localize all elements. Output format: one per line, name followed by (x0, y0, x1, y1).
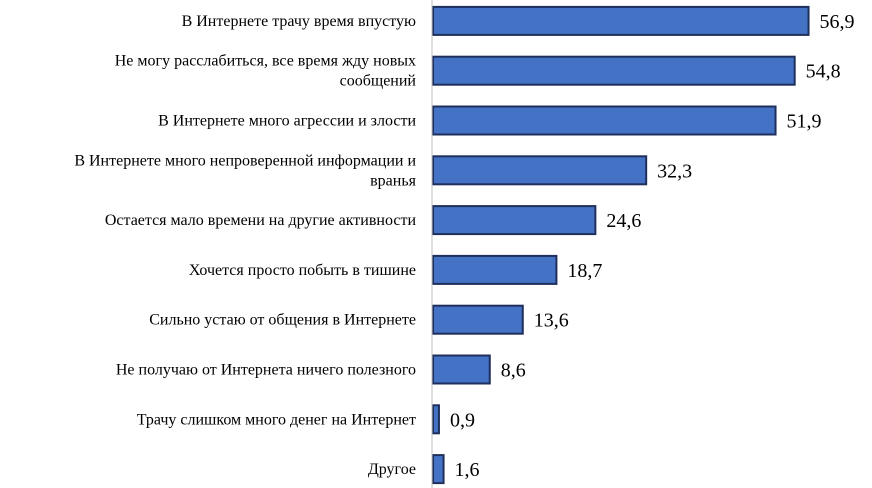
value-label: 56,9 (820, 11, 855, 33)
category-label: Хочется просто побыть в тишине (189, 262, 416, 279)
value-label: 32,3 (657, 160, 692, 182)
value-labels-group: 56,9 54,8 51,9 32,3 24,6 18,7 13,6 8,6 0,9 1,6 (450, 11, 855, 481)
bar (432, 5, 810, 36)
value-label: 24,6 (606, 210, 641, 232)
category-label: Сильно устаю от общения в Интернете (149, 312, 416, 329)
category-label: В Интернете много непроверенной информац… (74, 152, 416, 189)
bar (432, 404, 440, 435)
bar (432, 304, 524, 335)
category-label: В Интернете трачу время впустую (182, 13, 416, 30)
category-label: Другое (368, 461, 416, 478)
category-label: Остается мало времени на другие активнос… (105, 212, 417, 229)
bars-group (432, 5, 810, 485)
value-label: 13,6 (534, 310, 569, 332)
bar (432, 454, 445, 485)
category-label-line: сообщений (340, 73, 417, 90)
category-label-line: Не могу расслабиться, все время жду новы… (115, 53, 416, 70)
value-label: 18,7 (567, 260, 602, 282)
category-label: В Интернете много агрессии и злости (158, 113, 416, 130)
category-labels-group: В Интернете трачу время впустую Не могу р… (74, 13, 416, 478)
category-label-line: Другое (368, 461, 416, 478)
category-label-line: Сильно устаю от общения в Интернете (149, 312, 416, 329)
value-label: 1,6 (455, 459, 480, 481)
category-label-line: В Интернете много непроверенной информац… (74, 152, 416, 169)
category-label-line: вранья (370, 172, 417, 189)
category-label: Не могу расслабиться, все время жду новы… (115, 53, 417, 90)
category-label: Не получаю от Интернета ничего полезного (116, 362, 416, 379)
value-label: 8,6 (501, 360, 526, 382)
bar (432, 254, 558, 285)
category-label-line: Остается мало времени на другие активнос… (105, 212, 417, 229)
category-label: Трачу слишком много денег на Интернет (137, 411, 416, 428)
value-label: 0,9 (450, 409, 475, 431)
value-label: 54,8 (806, 61, 841, 83)
category-label-line: Не получаю от Интернета ничего полезного (116, 362, 416, 379)
category-label-line: В Интернете трачу время впустую (182, 13, 416, 30)
bar (432, 155, 648, 186)
category-label-line: В Интернете много агрессии и злости (158, 113, 416, 130)
value-label: 51,9 (787, 111, 822, 133)
bar (432, 205, 597, 236)
bar (432, 105, 777, 136)
category-label-line: Хочется просто побыть в тишине (189, 262, 416, 279)
bar (432, 354, 491, 385)
bar (432, 55, 796, 86)
category-label-line: Трачу слишком много денег на Интернет (137, 411, 416, 428)
